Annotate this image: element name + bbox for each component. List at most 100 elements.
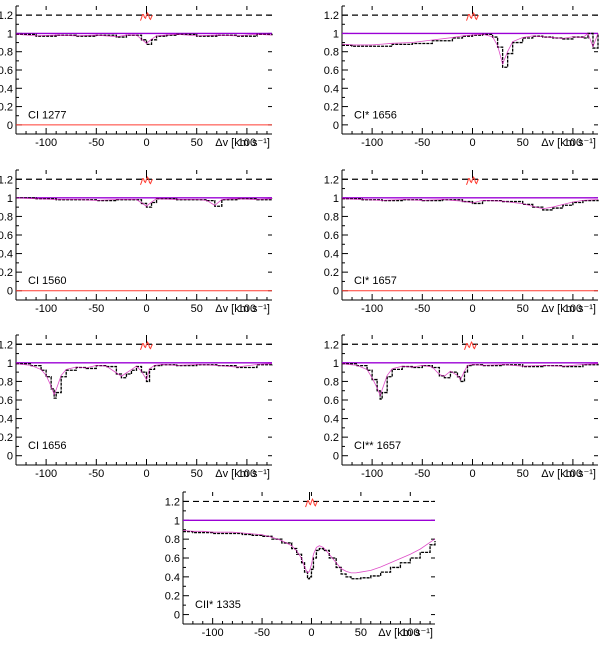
x-tick-label: 100 bbox=[564, 303, 582, 315]
y-tick-label: 1.2 bbox=[0, 10, 13, 22]
x-tick-label: 0 bbox=[143, 137, 149, 149]
panel-7: -100 -50 0 50 100 0 0.2 0.4 0.6 0.8 1 1.2 Δv [km s⁻¹… bbox=[165, 491, 436, 639]
y-tick-label: 0.6 bbox=[324, 65, 339, 77]
panel-label: CII* 1335 bbox=[195, 599, 241, 611]
x-axis-label: Δv [km s⁻¹] bbox=[541, 137, 596, 149]
x-tick-label: -100 bbox=[35, 137, 57, 149]
x-axis-label: Δv [km s⁻¹] bbox=[541, 303, 596, 315]
y-tick-label: 0 bbox=[333, 286, 339, 298]
panel-label: CI 1656 bbox=[28, 440, 67, 452]
model-fit-series-1 bbox=[15, 33, 273, 44]
panel-label: CI* 1657 bbox=[354, 275, 397, 287]
y-tick-label: 0.8 bbox=[324, 211, 339, 223]
panel-label: CI 1560 bbox=[28, 275, 67, 287]
residual-line bbox=[140, 11, 153, 21]
residual-line bbox=[466, 11, 479, 21]
x-tick-label: -50 bbox=[88, 137, 104, 149]
y-tick-label: 0 bbox=[174, 610, 180, 622]
panel-label: CI* 1656 bbox=[354, 109, 397, 121]
y-tick-label: 0.4 bbox=[324, 249, 339, 261]
y-tick-label: 0.2 bbox=[324, 267, 339, 279]
y-tick-label: 1.2 bbox=[324, 339, 339, 351]
model-fit-series-1 bbox=[15, 363, 273, 396]
y-tick-label: 0.6 bbox=[0, 230, 13, 242]
x-tick-label: 50 bbox=[517, 468, 529, 480]
model-fit-series-1 bbox=[182, 530, 436, 574]
panel-1: -100 -50 0 50 100 0 0.2 0.4 0.6 0.8 1 1.2 Δv [km s⁻¹… bbox=[0, 5, 273, 149]
x-axis-label: Δv [km s⁻¹] bbox=[541, 468, 596, 480]
x-axis-label: Δv [km s⁻¹] bbox=[378, 627, 433, 639]
x-tick-label: -100 bbox=[361, 137, 383, 149]
y-tick-label: 0.8 bbox=[0, 376, 13, 388]
y-tick-label: 0.4 bbox=[165, 572, 180, 584]
x-tick-label: -50 bbox=[88, 468, 104, 480]
y-tick-label: 0.8 bbox=[0, 211, 13, 223]
y-tick-label: 0.2 bbox=[0, 102, 13, 114]
x-axis-label: Δv [km s⁻¹] bbox=[215, 137, 270, 149]
x-tick-label: 50 bbox=[191, 137, 203, 149]
y-tick-label: 0.4 bbox=[324, 83, 339, 95]
x-tick-label: -100 bbox=[361, 303, 383, 315]
y-tick-label: 1 bbox=[7, 28, 13, 40]
x-tick-label: -50 bbox=[414, 468, 430, 480]
x-tick-label: 0 bbox=[308, 627, 314, 639]
spectrum-series-1 bbox=[342, 32, 599, 68]
panel-label: CI** 1657 bbox=[354, 440, 401, 452]
y-tick-label: 0.4 bbox=[0, 83, 13, 95]
x-tick-label: -50 bbox=[254, 627, 270, 639]
x-tick-label: 100 bbox=[401, 627, 419, 639]
spectrum-series-1 bbox=[342, 198, 599, 211]
y-tick-label: 1 bbox=[174, 515, 180, 527]
x-tick-label: 100 bbox=[564, 468, 582, 480]
y-tick-label: 0.2 bbox=[0, 432, 13, 444]
x-axis-label: Δv [km s⁻¹] bbox=[215, 468, 270, 480]
y-tick-label: 0.6 bbox=[324, 395, 339, 407]
y-tick-label: 0 bbox=[333, 451, 339, 463]
panel-3: -100 -50 0 50 100 0 0.2 0.4 0.6 0.8 1 1.2 Δv [km s⁻¹… bbox=[0, 169, 273, 315]
y-tick-label: 1.2 bbox=[0, 174, 13, 186]
residual-line bbox=[466, 175, 479, 186]
panel-2: -100 -50 0 50 100 0 0.2 0.4 0.6 0.8 1 1.2 Δv [km s⁻¹… bbox=[324, 5, 599, 149]
residual-line bbox=[305, 498, 318, 508]
model-fit-series-1 bbox=[341, 32, 599, 66]
x-tick-label: 0 bbox=[143, 468, 149, 480]
model-fit-series-1 bbox=[15, 197, 273, 207]
x-tick-label: -100 bbox=[35, 468, 57, 480]
y-tick-label: 1.2 bbox=[0, 339, 13, 351]
x-tick-label: 0 bbox=[469, 468, 475, 480]
residual-line bbox=[140, 340, 153, 351]
y-tick-label: 0.4 bbox=[0, 414, 13, 426]
y-tick-label: 1 bbox=[7, 193, 13, 205]
spectrum-series-1 bbox=[16, 363, 273, 399]
x-tick-label: 100 bbox=[238, 303, 256, 315]
model-fit-series-1 bbox=[341, 363, 599, 397]
x-tick-label: 50 bbox=[191, 303, 203, 315]
y-tick-label: 0.8 bbox=[165, 534, 180, 546]
x-tick-label: 50 bbox=[191, 468, 203, 480]
y-tick-label: 0.8 bbox=[0, 47, 13, 59]
x-tick-label: 50 bbox=[517, 303, 529, 315]
y-tick-label: 0 bbox=[7, 286, 13, 298]
y-tick-label: 0.6 bbox=[0, 395, 13, 407]
y-tick-label: 0 bbox=[333, 120, 339, 132]
x-tick-label: -100 bbox=[35, 303, 57, 315]
y-tick-label: 0.6 bbox=[324, 230, 339, 242]
y-tick-label: 1 bbox=[333, 28, 339, 40]
x-tick-label: -50 bbox=[88, 303, 104, 315]
residual-line bbox=[140, 175, 153, 186]
y-tick-label: 1.2 bbox=[165, 496, 180, 508]
x-tick-label: 50 bbox=[355, 627, 367, 639]
y-tick-label: 0.2 bbox=[165, 591, 180, 603]
spectrum-series-1 bbox=[342, 363, 599, 400]
x-tick-label: -100 bbox=[202, 627, 224, 639]
x-tick-label: 100 bbox=[238, 137, 256, 149]
y-tick-label: 0.2 bbox=[324, 102, 339, 114]
panel-5: -100 -50 0 50 100 0 0.2 0.4 0.6 0.8 1 1.2 Δv [km s⁻¹… bbox=[0, 334, 273, 480]
y-tick-label: 0.6 bbox=[165, 553, 180, 565]
x-tick-label: 100 bbox=[238, 468, 256, 480]
y-tick-label: 1 bbox=[7, 358, 13, 370]
x-tick-label: -100 bbox=[361, 468, 383, 480]
panel-4: -100 -50 0 50 100 0 0.2 0.4 0.6 0.8 1 1.2 Δv [km s⁻¹… bbox=[324, 169, 599, 315]
x-tick-label: 0 bbox=[143, 303, 149, 315]
